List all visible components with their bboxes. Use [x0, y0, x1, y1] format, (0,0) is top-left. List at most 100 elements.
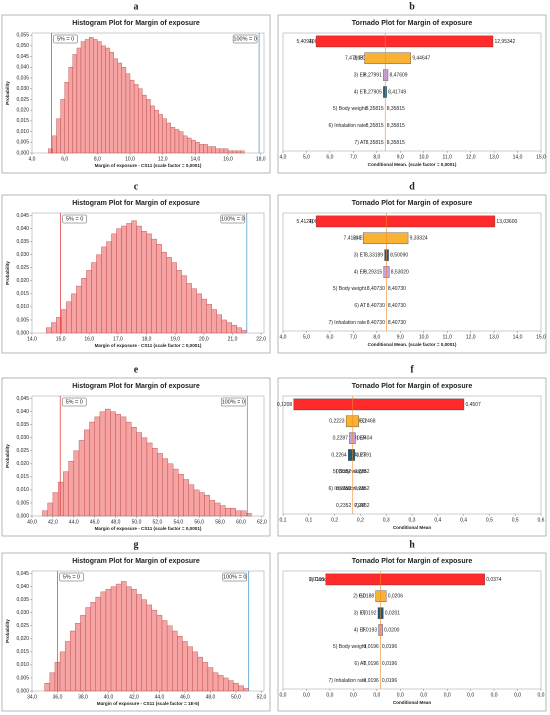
histogram-bar — [178, 474, 184, 517]
panel-letter: g — [134, 539, 139, 550]
high-value-label: 8,35815 — [387, 123, 405, 129]
x-tick-label: 17,0 — [113, 336, 123, 342]
x-tick-label: 5,0 — [303, 154, 310, 160]
x-tick-label: 50,0 — [132, 519, 142, 525]
x-tick-label: 46,0 — [90, 519, 100, 525]
x-tick-label: 0,5 — [512, 517, 519, 523]
tornado-bar — [364, 52, 411, 65]
high-value-label: 8,40730 — [388, 320, 406, 326]
histogram-bar — [109, 52, 114, 154]
histogram-bar — [90, 602, 96, 692]
y-tick-label: 0,030 — [16, 252, 29, 258]
x-tick-label: 14,0 — [513, 154, 523, 160]
histogram-bar — [170, 127, 176, 154]
high-value-label: 0,0374 — [486, 577, 502, 583]
chart-title: Tornado Plot for Margin of exposure — [352, 558, 473, 565]
chart-title: Histogram Plot for Margin of exposure — [72, 558, 200, 565]
histogram-bar — [47, 502, 54, 517]
percentile-label: 100% = 0 — [221, 217, 244, 223]
histogram-bar — [199, 492, 205, 517]
x-tick-label: 11,0 — [442, 334, 452, 340]
panel-letter: e — [134, 364, 139, 375]
histogram-bar — [166, 122, 172, 154]
y-tick-label: 0,000 — [16, 688, 29, 694]
x-tick-label: 42,0 — [48, 519, 58, 525]
x-tick-label: 62,0 — [257, 519, 267, 525]
histogram-bar — [231, 150, 237, 154]
low-value-label: 0,2352 — [336, 503, 352, 509]
histogram-bar — [73, 450, 80, 517]
high-value-label: 0,0196 — [382, 678, 398, 684]
histogram-bar — [181, 275, 187, 334]
percentile-box — [232, 34, 258, 44]
high-value-label: 8,40730 — [388, 303, 406, 309]
category-label: 7) Inhalation rate — [328, 320, 366, 326]
x-tick-label: 0,0 — [326, 692, 333, 698]
y-tick-label: 0,020 — [16, 636, 29, 642]
x-axis-label: Margin of exposure - CS11 (scale factor … — [97, 701, 200, 706]
y-tick-label: 0,040 — [16, 409, 29, 415]
x-tick-label: 0,2 — [357, 517, 364, 523]
histogram-bar — [121, 225, 127, 334]
histogram-bar — [223, 148, 229, 154]
low-value-label: 0,0188 — [359, 594, 375, 600]
percentile-label: 5% = 0 — [57, 37, 74, 43]
y-tick-label: 0,000 — [16, 513, 29, 519]
tornado-bar — [362, 232, 409, 245]
high-value-label: 8,53020 — [391, 269, 409, 275]
histogram-bar — [105, 589, 112, 692]
x-tick-label: 40,0 — [104, 694, 114, 700]
low-value-label: 0,0192 — [361, 610, 377, 616]
histogram-bar — [52, 135, 57, 154]
histogram-bar — [115, 583, 122, 692]
chart-title: Tornado Plot for Margin of exposure — [352, 200, 473, 207]
histogram-bar — [142, 94, 147, 154]
histogram-bar — [233, 682, 239, 692]
histogram-bar — [72, 54, 78, 154]
percentile-box — [61, 397, 87, 407]
plot-area — [282, 395, 542, 515]
tornado-bar — [375, 590, 387, 603]
histogram-bar — [162, 118, 167, 154]
x-tick-label: 14,0 — [191, 156, 201, 162]
y-tick-label: 0,005 — [16, 500, 29, 506]
histogram-bar — [104, 408, 111, 517]
x-axis-label: Margin of exposure - CS11 (scale factor … — [95, 526, 202, 531]
y-tick-label: 0,040 — [16, 226, 29, 232]
y-tick-label: 0,005 — [16, 140, 29, 146]
histogram-bar — [75, 622, 81, 692]
high-value-label: 0,2391 — [356, 452, 372, 458]
histogram-bar — [133, 84, 139, 154]
histogram-bar — [52, 492, 59, 517]
histogram-bar — [206, 304, 212, 334]
histogram-bar — [146, 442, 153, 517]
histogram-bar — [151, 609, 158, 692]
histogram-bar — [84, 39, 90, 154]
x-tick-label: 54,0 — [173, 519, 183, 525]
histogram-bar — [216, 314, 222, 334]
panel-letter: f — [410, 364, 414, 375]
y-tick-label: 0,025 — [16, 623, 29, 629]
y-tick-label: 0,020 — [16, 107, 29, 113]
x-tick-label: 56,0 — [194, 519, 204, 525]
category-label: 7) AT — [354, 503, 366, 509]
x-tick-label: 7,0 — [350, 334, 357, 340]
percentile-box — [221, 397, 246, 407]
histogram-bar — [78, 440, 85, 517]
category-label: 5) Body weight — [333, 286, 367, 292]
x-tick-label: 11,0 — [442, 154, 452, 160]
histogram-bar — [241, 330, 247, 334]
panel-letter: d — [409, 181, 415, 192]
histogram-bar — [161, 620, 168, 692]
low-value-label: 0,0196 — [364, 678, 380, 684]
histogram-bar — [187, 137, 192, 154]
x-tick-label: 9,0 — [397, 334, 404, 340]
y-tick-label: 0,010 — [16, 662, 29, 668]
percentile-box — [62, 214, 87, 224]
histogram-bar — [89, 37, 94, 154]
y-tick-label: 0,025 — [16, 448, 29, 454]
histogram-bar — [64, 641, 71, 692]
histogram-bar — [156, 244, 162, 334]
histogram-bar — [110, 586, 117, 692]
